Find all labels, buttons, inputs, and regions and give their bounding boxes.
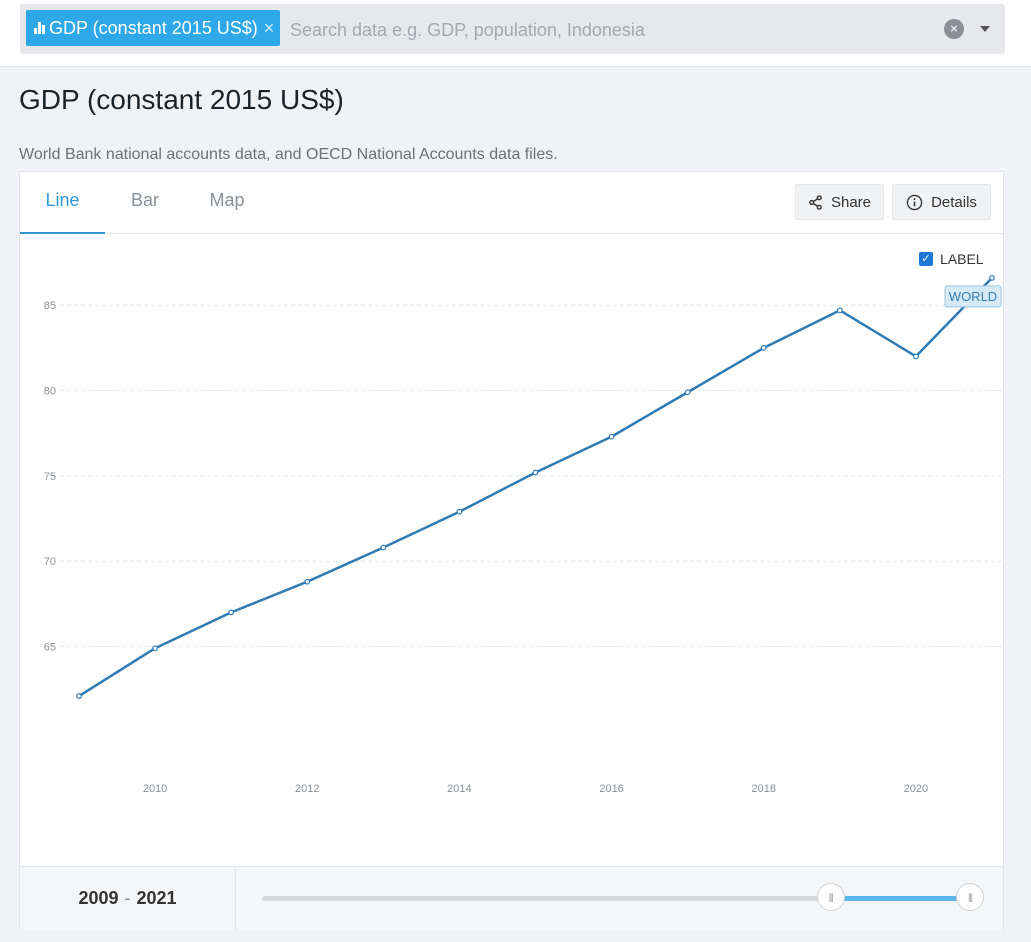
tab-map[interactable]: Map: [209, 190, 245, 210]
range-slider-selection: [830, 896, 970, 901]
info-icon: [906, 194, 923, 210]
data-point: [913, 353, 919, 360]
data-point: [152, 645, 158, 652]
range-footer: 2009 - 2021 ||| |||: [20, 866, 1003, 930]
share-button[interactable]: Share: [795, 184, 884, 220]
x-tick-label: 2018: [752, 783, 776, 795]
y-tick-label: 70: [44, 556, 56, 568]
tab-line[interactable]: Line: [20, 172, 105, 234]
chip-remove-icon[interactable]: ×: [263, 17, 275, 38]
indicator-chip[interactable]: GDP (constant 2015 US$) ×: [26, 10, 281, 46]
x-tick-label: 2010: [143, 783, 167, 795]
data-point: [304, 578, 311, 585]
indicator-chip-label: GDP (constant 2015 US$): [49, 17, 258, 38]
x-tick-label: 2014: [447, 783, 471, 795]
label-checkbox[interactable]: ✓: [919, 252, 933, 266]
chart-tabs: Line Bar Map Share Details: [20, 172, 1003, 234]
dropdown-chevron-icon[interactable]: [980, 26, 990, 32]
y-tick-label: 85: [44, 300, 56, 312]
data-point: [456, 508, 463, 515]
details-button[interactable]: Details: [892, 184, 991, 220]
data-point: [989, 274, 995, 281]
top-bar: GDP (constant 2015 US$) × ×: [0, 0, 1031, 67]
label-toggle[interactable]: ✓ LABEL: [919, 251, 984, 267]
search-box[interactable]: GDP (constant 2015 US$) × ×: [20, 4, 1005, 54]
range-end: 2021: [136, 888, 177, 908]
bar-chart-icon: [34, 22, 45, 34]
y-tick-label: 80: [44, 386, 56, 398]
data-point: [608, 433, 615, 440]
chart-panel: Line Bar Map Share Details ✓ LABEL: [19, 171, 1005, 930]
year-range: 2009 - 2021: [20, 867, 236, 930]
data-point: [760, 344, 767, 351]
data-point: [76, 693, 82, 699]
tab-bar[interactable]: Bar: [130, 190, 159, 210]
data-point: [380, 544, 387, 551]
data-point: [532, 469, 539, 476]
series-line: [78, 277, 993, 698]
range-separator: -: [124, 888, 131, 908]
label-toggle-text: LABEL: [940, 251, 984, 267]
series-label: WORLD: [949, 289, 997, 304]
range-slider-track[interactable]: [262, 896, 970, 901]
x-tick-label: 2016: [599, 783, 623, 795]
chart-area: ✓ LABEL 65 70 75 80 85 2010 2012 2014 2016 2018 20…: [20, 234, 1005, 866]
range-start-handle[interactable]: |||: [816, 883, 845, 911]
share-label: Share: [830, 193, 872, 211]
clear-search-icon[interactable]: ×: [944, 19, 964, 39]
line-chart: 65 70 75 80 85 2010 2012 2014 2016 2018 2020 WORLD: [44, 274, 1002, 795]
range-end-handle[interactable]: |||: [956, 883, 984, 911]
x-tick-label: 2012: [295, 783, 319, 795]
range-start: 2009: [78, 888, 119, 908]
series-label-box: [944, 285, 1002, 308]
share-icon: [809, 194, 822, 210]
data-point: [684, 389, 691, 396]
search-input[interactable]: [288, 12, 932, 48]
x-tick-label: 2020: [904, 783, 928, 795]
source-note: World Bank national accounts data, and O…: [19, 146, 558, 163]
page-title: GDP (constant 2015 US$): [19, 84, 344, 115]
data-point: [228, 609, 235, 616]
y-tick-label: 65: [44, 642, 56, 654]
details-label: Details: [931, 193, 977, 211]
data-point: [836, 307, 843, 314]
y-tick-label: 75: [44, 471, 56, 483]
